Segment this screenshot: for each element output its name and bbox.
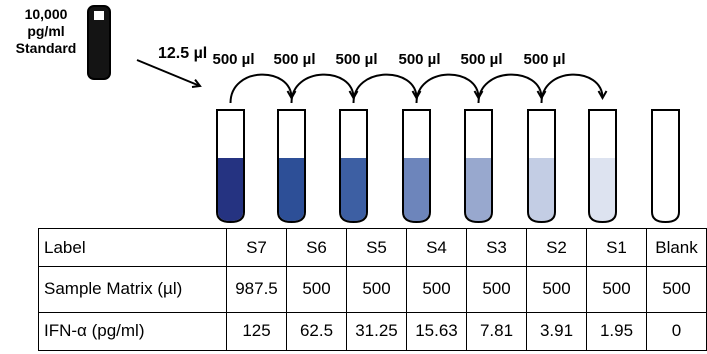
transfer-arrow <box>540 73 603 104</box>
tube-outline <box>527 109 556 224</box>
table-cell: 500 <box>286 266 347 313</box>
table-cell: 1.95 <box>586 311 647 352</box>
tube-s1 <box>588 109 617 224</box>
tube-liquid <box>529 158 554 221</box>
table-cell: Blank <box>646 227 707 268</box>
transfer-volume-label: 500 µl <box>273 51 315 68</box>
dilution-diagram: 10,000 pg/ml Standard 12.5 µl 500 µl 500 … <box>16 5 680 224</box>
table-row-ifn-alpha: IFN-α (pg/ml) 125 62.5 31.25 15.63 7.81 … <box>38 311 707 352</box>
transfer-arrow <box>290 73 354 104</box>
tube-liquid <box>466 158 491 221</box>
tube-s3 <box>464 109 493 224</box>
table-cell: 500 <box>466 266 527 313</box>
table-cell: 987.5 <box>226 266 287 313</box>
transfer-volume-label: 500 µl <box>398 51 440 68</box>
transfer-arrow <box>352 73 417 104</box>
table-cell: S5 <box>346 227 407 268</box>
tube-outline <box>216 109 245 224</box>
tube-s2 <box>527 109 556 224</box>
transfer-labels: 500 µl 500 µl 500 µl 500 µl 500 µl 500 µl <box>212 51 565 68</box>
table-row-label: Label S7 S6 S5 S4 S3 S2 S1 Blank <box>38 227 707 268</box>
standard-label: Standard <box>16 40 77 56</box>
table-cell: 500 <box>346 266 407 313</box>
tube-outline <box>402 109 431 224</box>
standard-concentration-value: 10,000 <box>25 6 68 22</box>
tube-liquid <box>590 158 615 221</box>
initial-transfer-volume: 12.5 µl <box>158 45 207 62</box>
tube-liquid <box>279 158 304 221</box>
transfer-arcs <box>229 73 603 104</box>
table-cell: 500 <box>406 266 467 313</box>
table-cell: 500 <box>646 266 707 313</box>
dilution-tubes <box>216 109 680 224</box>
transfer-arrow <box>229 73 292 104</box>
table-cell: S7 <box>226 227 287 268</box>
tube-outline <box>339 109 368 224</box>
table-cell: 500 <box>586 266 647 313</box>
row-header-sample-matrix: Sample Matrix (µl) <box>38 266 227 313</box>
tube-outline <box>651 109 680 224</box>
tube-s6 <box>277 109 306 224</box>
tube-s4 <box>402 109 431 224</box>
tube-s7 <box>216 109 245 224</box>
table-cell: 7.81 <box>466 311 527 352</box>
table-cell: 500 <box>526 266 587 313</box>
tube-liquid <box>341 158 366 221</box>
table-cell: S2 <box>526 227 587 268</box>
tube-outline <box>464 109 493 224</box>
transfer-volume-label: 500 µl <box>212 51 254 68</box>
tube-liquid <box>653 158 678 221</box>
table-cell: S4 <box>406 227 467 268</box>
standard-tube <box>87 5 111 80</box>
table-cell: 0 <box>646 311 707 352</box>
row-header-ifn-alpha: IFN-α (pg/ml) <box>38 311 227 352</box>
tube-outline <box>277 109 306 224</box>
transfer-arrow <box>477 73 542 104</box>
tube-liquid <box>218 158 243 221</box>
initial-transfer-arrow <box>136 59 200 86</box>
transfer-volume-label: 500 µl <box>335 51 377 68</box>
table-cell: 125 <box>226 311 287 352</box>
table-cell: S3 <box>466 227 527 268</box>
standard-concentration-unit: pg/ml <box>27 23 64 39</box>
table-cell: S1 <box>586 227 647 268</box>
row-header-label: Label <box>38 227 227 268</box>
table-cell: 3.91 <box>526 311 587 352</box>
transfer-volume-label: 500 µl <box>523 51 565 68</box>
table-row-sample-matrix: Sample Matrix (µl) 987.5 500 500 500 500… <box>38 266 707 313</box>
transfer-volume-label: 500 µl <box>460 51 502 68</box>
table-cell: 62.5 <box>286 311 347 352</box>
tube-blank <box>651 109 680 224</box>
tube-liquid <box>404 158 429 221</box>
table-cell: 31.25 <box>346 311 407 352</box>
table-cell: 15.63 <box>406 311 467 352</box>
table-cell: S6 <box>286 227 347 268</box>
tube-s5 <box>339 109 368 224</box>
tube-outline <box>588 109 617 224</box>
transfer-arrow <box>415 73 479 104</box>
dilution-table: Label S7 S6 S5 S4 S3 S2 S1 Blank Sample … <box>38 227 707 352</box>
